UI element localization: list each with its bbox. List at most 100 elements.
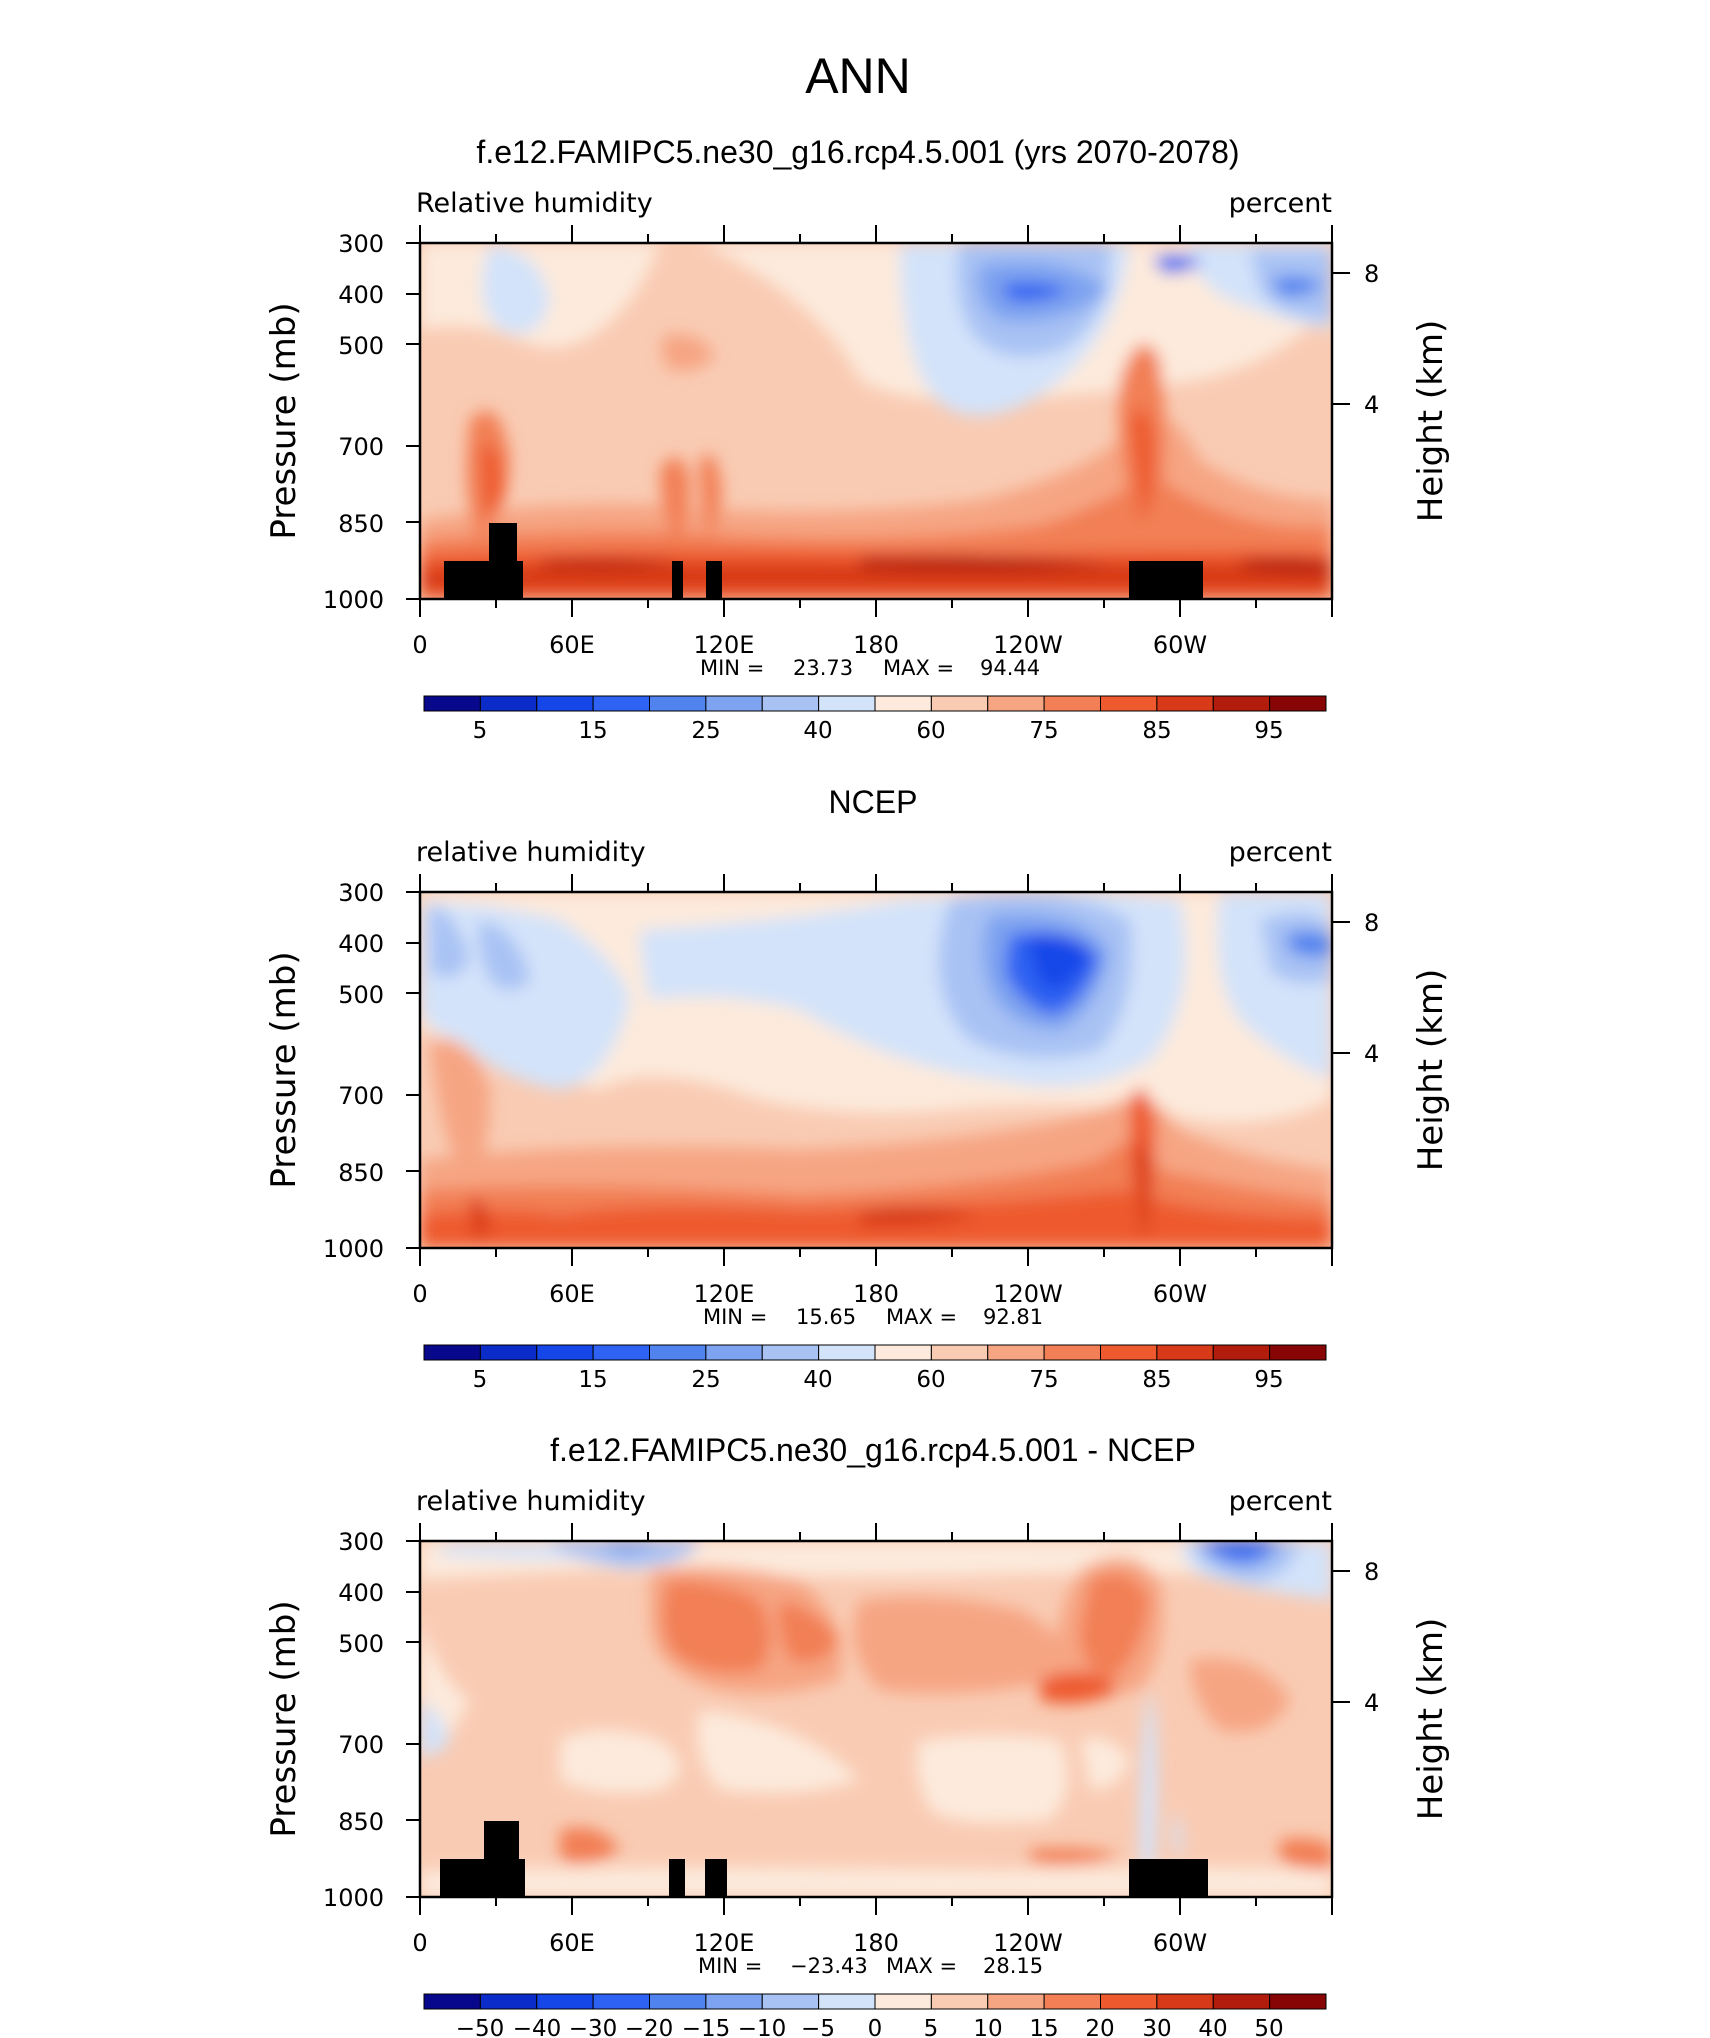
panel-3-colorbar-label: −20 [625,2016,674,2038]
colorbar-swatch [705,695,763,712]
panel-3-colorbar-label: 30 [1142,2016,1171,2038]
panel-3-colorbar-label: 5 [924,2016,939,2038]
colorbar-swatch [1212,695,1271,712]
colorbar-swatch [1100,695,1158,712]
panel-1-title: f.e12.FAMIPC5.ne30_g16.rcp4.5.001 (yrs 2… [476,134,1239,170]
panel-1-axis-labels: 0 60E 120E 180 120W 60W 300 400 500 700 … [264,230,1451,680]
panel-3-colorbar-label: −5 [801,2016,835,2038]
colorbar-swatch [1156,695,1214,712]
colorbar-swatch [761,1344,820,1361]
panel-3-max-label: MAX = [886,1954,957,1978]
panel-1-variable-label: Relative humidity [416,188,653,219]
colorbar-swatch [1043,1993,1101,2010]
panel-2-ticks [406,874,1350,1266]
panel-1-y-tick-label: 500 [338,332,384,360]
panel-1: f.e12.FAMIPC5.ne30_g16.rcp4.5.001 (yrs 2… [264,134,1451,744]
panel-1-right-axis-title: Height (km) [1411,320,1451,523]
panel-3-right-tick-label: 4 [1364,1689,1379,1717]
colorbar-swatch [818,1344,876,1361]
panel-3-right-axis-title: Height (km) [1411,1618,1451,1821]
colorbar-swatch [1269,1344,1327,1361]
panel-2-max-value: 92.81 [983,1305,1043,1329]
panel-3: f.e12.FAMIPC5.ne30_g16.rcp4.5.001 - NCEP… [264,1432,1451,2038]
panel-3-min-value: −23.43 [790,1954,868,1978]
panel-2-axis-labels: 0 60E 120E 180 120W 60W 300 400 500 700 … [264,879,1451,1329]
colorbar-swatch [1043,695,1101,712]
panel-3-ticks [406,1523,1350,1915]
panel-3-units-label: percent [1229,1486,1332,1517]
panel-3-y-tick-label: 300 [338,1528,384,1556]
panel-3-y-tick-label: 1000 [323,1884,384,1912]
panel-2-x-tick-label: 60W [1153,1280,1207,1308]
panel-1-colorbar-label: 60 [916,718,945,744]
panel-2: NCEP relative humidity percent [264,784,1451,1393]
panel-1-y-tick-label: 1000 [323,586,384,614]
colorbar-swatch [1156,1344,1214,1361]
panel-3-colorbar-label: −40 [513,2016,562,2038]
panel-3-y-tick-label: 500 [338,1630,384,1658]
panel-3-colorbar-label: 20 [1085,2016,1114,2038]
panel-2-y-tick-label: 500 [338,981,384,1009]
panel-1-colorbar-label: 40 [803,718,832,744]
panel-2-x-tick-label: 120W [993,1280,1063,1308]
panel-2-colorbar-label: 75 [1029,1367,1058,1393]
colorbar-swatch [1212,1344,1271,1361]
panel-3-x-tick-label: 120E [694,1929,755,1957]
colorbar-swatch [1100,1993,1158,2010]
colorbar-swatch [423,1993,481,2010]
panel-3-colorbar-labels: −50 −40 −30 −20 −15 −10 −5 0 5 10 15 20 … [456,2016,1284,2038]
panel-2-variable-label: relative humidity [416,837,646,868]
panel-2-colorbar-label: 25 [691,1367,720,1393]
colorbar-swatch [1156,1993,1214,2010]
panel-2-colorbar-label: 85 [1142,1367,1171,1393]
panel-1-y-tick-label: 700 [338,433,384,461]
colorbar-swatch [536,1344,594,1361]
panel-3-contour-field [420,1541,1332,1897]
panel-3-y-axis-title: Pressure (mb) [264,1600,304,1837]
panel-1-max-label: MAX = [883,656,954,680]
colorbar-swatch [1043,1344,1101,1361]
colorbar-swatch [930,695,989,712]
panel-2-min-value: 15.65 [796,1305,856,1329]
panel-1-x-tick-label: 60W [1153,631,1207,659]
colorbar-swatch [1269,695,1327,712]
panel-3-x-tick-label: 180 [853,1929,899,1957]
panel-3-colorbar-label: −15 [682,2016,731,2038]
colorbar-swatch [479,1344,538,1361]
panel-1-y-tick-label: 400 [338,281,384,309]
panel-1-y-tick-label: 850 [338,510,384,538]
panel-1-colorbar-label: 95 [1254,718,1283,744]
panel-2-x-tick-label: 120E [694,1280,755,1308]
colorbar-swatch [1269,1993,1327,2010]
panel-1-colorbar-label: 25 [691,718,720,744]
panel-2-y-tick-label: 850 [338,1159,384,1187]
panel-1-x-tick-label: 180 [853,631,899,659]
panel-2-x-tick-label: 180 [853,1280,899,1308]
panel-3-y-tick-label: 400 [338,1579,384,1607]
panel-1-colorbar [423,695,1327,712]
colorbar-swatch [592,1993,650,2010]
panel-2-min-label: MIN = [703,1305,767,1329]
panel-2-right-axis-title: Height (km) [1411,969,1451,1172]
panel-3-variable-label: relative humidity [416,1486,646,1517]
colorbar-swatch [592,695,650,712]
colorbar-swatch [818,1993,876,2010]
colorbar-swatch [649,1993,707,2010]
panel-2-colorbar-label: 60 [916,1367,945,1393]
colorbar-swatch [649,1344,707,1361]
panel-1-x-tick-label: 120E [694,631,755,659]
panel-1-colorbar-label: 15 [578,718,607,744]
panel-2-x-tick-label: 0 [412,1280,427,1308]
panel-3-colorbar-label: 0 [868,2016,883,2038]
colorbar-swatch [987,1993,1045,2010]
panel-2-y-axis-title: Pressure (mb) [264,951,304,1188]
panel-3-colorbar-label: 50 [1254,2016,1283,2038]
panel-3-colorbar-label: 10 [973,2016,1002,2038]
colorbar-swatch [930,1344,989,1361]
panel-1-max-value: 94.44 [980,656,1040,680]
colorbar-swatch [874,695,932,712]
colorbar-swatch [536,695,594,712]
panel-1-y-tick-label: 300 [338,230,384,258]
panel-3-colorbar-label: −30 [569,2016,618,2038]
